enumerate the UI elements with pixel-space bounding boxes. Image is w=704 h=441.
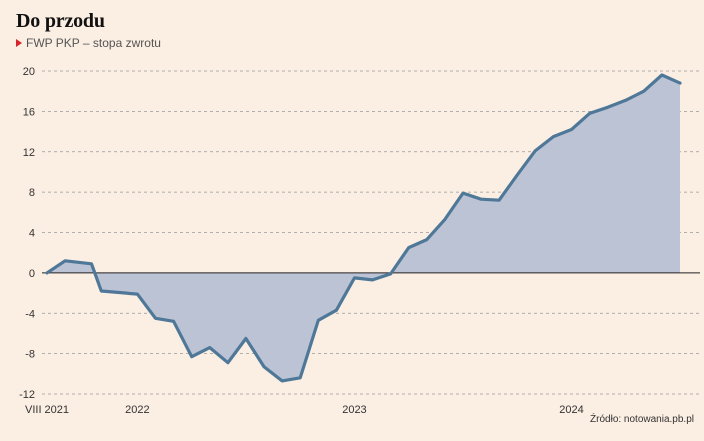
series-line (45, 73, 682, 383)
x-tick-label: 2022 (125, 404, 149, 416)
y-tick-label: -12 (19, 389, 35, 401)
y-tick-label: 0 (29, 268, 35, 280)
y-tick-label: 8 (29, 187, 35, 199)
x-tick-label: 2023 (342, 404, 366, 416)
y-tick-label: 4 (29, 228, 35, 240)
source-note: Źródło: notowania.pb.pl (590, 414, 694, 425)
y-axis-labels: 20 16 12 8 4 0 -4 -8 -12 (19, 66, 35, 401)
x-tick-label: 2024 (559, 404, 583, 416)
y-tick-label: 12 (23, 147, 35, 159)
y-tick-label: -4 (25, 308, 35, 320)
x-tick-label: VIII 2021 (25, 404, 69, 416)
y-tick-label: 20 (23, 66, 35, 78)
area-layer (47, 75, 680, 381)
y-tick-label: -8 (25, 349, 35, 361)
chart-subtitle: FWP PKP – stopa zwrotu (16, 36, 161, 50)
x-axis-labels: VIII 2021 2022 2023 2024 (25, 404, 584, 416)
line-layer (45, 73, 682, 383)
series-area (47, 75, 680, 381)
subtitle-text: FWP PKP – stopa zwrotu (26, 36, 161, 50)
chart-title: Do przodu (16, 10, 105, 32)
red-triangle-marker-icon (16, 39, 22, 47)
y-tick-label: 16 (23, 106, 35, 118)
